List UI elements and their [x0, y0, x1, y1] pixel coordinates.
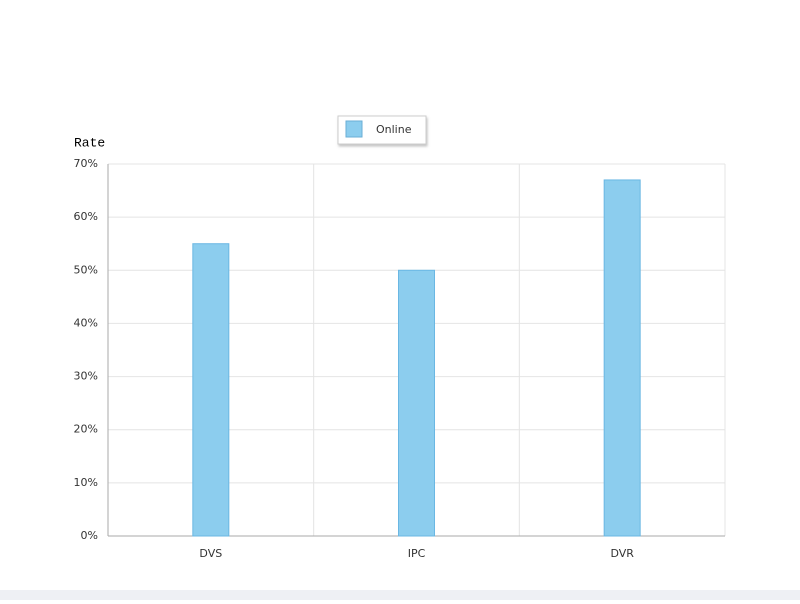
legend-swatch	[345, 120, 363, 138]
y-tick-label: 0%	[81, 529, 98, 542]
y-tick-label: 10%	[74, 476, 98, 489]
y-tick-label: 20%	[74, 423, 98, 436]
y-tick-label: 70%	[74, 157, 98, 170]
y-tick-label: 30%	[74, 370, 98, 383]
y-tick-label: 60%	[74, 210, 98, 223]
x-tick-label: DVR	[610, 547, 634, 560]
x-tick-label: DVS	[199, 547, 222, 560]
bar	[398, 269, 435, 537]
bar	[192, 243, 230, 537]
legend-label: Online	[376, 123, 412, 136]
bar	[603, 179, 641, 537]
y-axis-label: Rate	[74, 135, 105, 150]
y-tick-label: 40%	[74, 316, 98, 329]
bottom-strip	[0, 590, 800, 600]
x-tick-label: IPC	[408, 547, 426, 560]
y-tick-label: 50%	[74, 263, 98, 276]
